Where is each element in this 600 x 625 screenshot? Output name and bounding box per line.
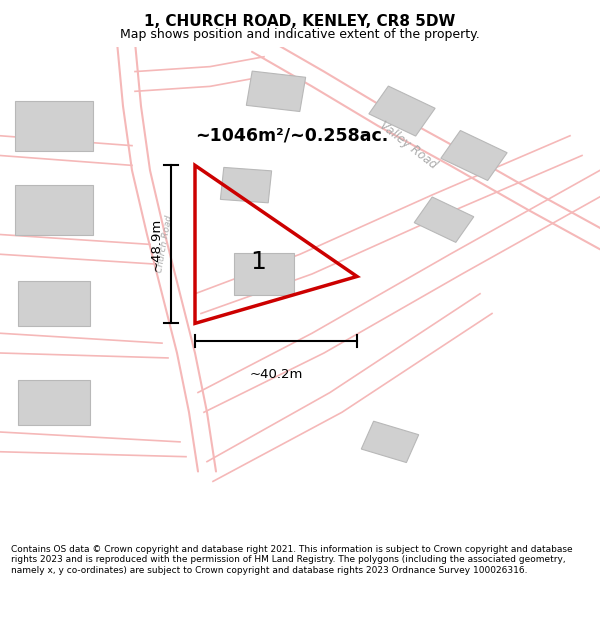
Text: Valley Road: Valley Road: [377, 119, 439, 172]
Bar: [441, 131, 507, 181]
Bar: [18, 281, 90, 326]
Bar: [414, 197, 474, 242]
Text: 1: 1: [250, 249, 266, 274]
Bar: [15, 185, 93, 234]
Bar: [247, 71, 305, 111]
Bar: [220, 168, 272, 203]
Bar: [361, 421, 419, 462]
Text: Map shows position and indicative extent of the property.: Map shows position and indicative extent…: [120, 28, 480, 41]
Bar: [369, 86, 435, 136]
Text: 1, CHURCH ROAD, KENLEY, CR8 5DW: 1, CHURCH ROAD, KENLEY, CR8 5DW: [145, 14, 455, 29]
Text: ~1046m²/~0.258ac.: ~1046m²/~0.258ac.: [195, 127, 388, 145]
Bar: [234, 253, 294, 295]
Text: Church Road: Church Road: [155, 215, 175, 274]
Bar: [15, 101, 93, 151]
Text: Contains OS data © Crown copyright and database right 2021. This information is : Contains OS data © Crown copyright and d…: [11, 545, 572, 575]
Bar: [18, 380, 90, 424]
Text: ~40.2m: ~40.2m: [250, 368, 302, 381]
Text: ~48.9m: ~48.9m: [149, 217, 163, 271]
